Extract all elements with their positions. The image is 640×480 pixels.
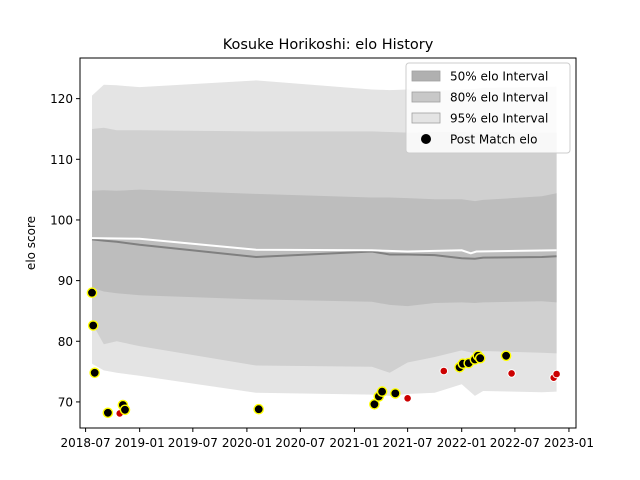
post-match-elo-point (376, 386, 388, 397)
legend-label: 80% elo Interval (450, 91, 548, 105)
plot-frame (79, 57, 577, 429)
y-axis-label: elo score (24, 216, 38, 270)
post-match-elo-point (87, 320, 99, 331)
legend-swatch (411, 91, 441, 103)
legend-box (405, 62, 571, 154)
x-tick-label: 2022-07 (490, 436, 540, 450)
y-tick-label: 80 (58, 335, 73, 349)
plot-area (86, 80, 561, 419)
post-match-elo-point (552, 369, 561, 379)
y-tick-label: 110 (50, 153, 73, 167)
post-match-elo-point (500, 350, 512, 362)
legend-label: 95% elo Interval (450, 112, 548, 126)
x-tick-label: 2022-01 (437, 436, 487, 450)
post-match-elo-point (507, 369, 516, 378)
axes: 70 80 90 100 110 120 2018-07 2019-01 2019-07 2020… (50, 57, 594, 450)
post-match-elo-point (102, 407, 114, 419)
post-match-elo-point (439, 366, 449, 376)
post-match-elo-point (474, 352, 486, 364)
mean-elo-line (91, 238, 557, 260)
x-tick-label: 2019-01 (115, 436, 165, 450)
legend-label: Post Match elo (450, 133, 537, 147)
post-match-elo-point (369, 398, 380, 410)
post-match-elo-point (253, 403, 265, 415)
legend: 50% elo Interval 80% elo Interval 95% elo … (405, 62, 571, 154)
y-tick-label: 90 (58, 274, 73, 288)
x-tick-label: 2020-01 (222, 436, 272, 450)
y-tick-label: 70 (58, 395, 73, 409)
x-tick-label: 2018-07 (61, 436, 111, 450)
y-tick-label: 120 (50, 92, 73, 106)
x-tick-label: 2020-07 (275, 436, 325, 450)
legend-swatch (411, 70, 441, 82)
post-match-elo-point (403, 394, 412, 403)
expected-elo-line (91, 237, 557, 255)
legend-marker (421, 134, 431, 144)
band-50 (92, 189, 557, 307)
y-tick-label: 100 (50, 213, 73, 227)
post-match-elo-point (119, 404, 131, 416)
post-match-elo-point (89, 367, 100, 379)
legend-swatch (411, 112, 441, 124)
x-tick-label: 2023-01 (544, 436, 594, 450)
post-match-elo-point (86, 287, 98, 299)
post-match-elo-point (389, 388, 401, 399)
x-tick-label: 2021-01 (329, 436, 379, 450)
legend-label: 50% elo Interval (450, 70, 548, 84)
x-tick-label: 2019-07 (168, 436, 218, 450)
chart-title: Kosuke Horikoshi: elo History (223, 37, 434, 53)
x-tick-label: 2021-07 (383, 436, 433, 450)
